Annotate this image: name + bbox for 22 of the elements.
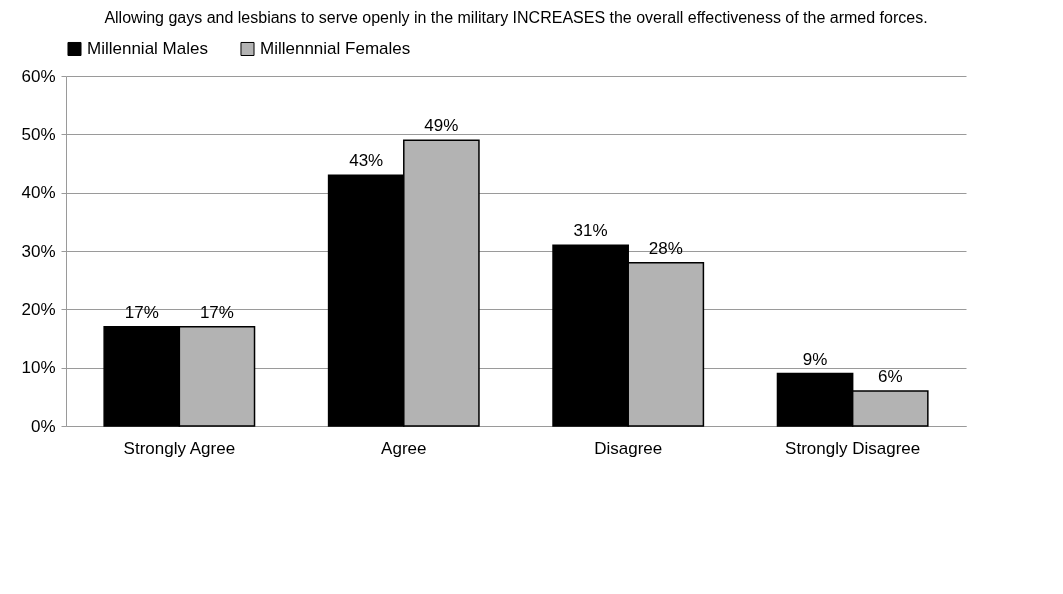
x-tick-label: Strongly Agree <box>123 438 236 458</box>
x-tick-label: Strongly Disagree <box>785 438 921 458</box>
data-label: 17% <box>124 302 159 322</box>
chart-title: Allowing gays and lesbians to serve openly in the military INCREASES the overall effectiveness of the armed forces. <box>104 9 928 26</box>
y-tick-label: 60% <box>21 66 56 86</box>
x-tick-label: Agree <box>381 438 427 458</box>
y-tick-label: 30% <box>21 241 56 261</box>
data-label: 9% <box>802 349 828 369</box>
y-tick-label: 50% <box>21 124 56 144</box>
data-label: 43% <box>349 151 384 171</box>
data-label: 17% <box>199 302 234 322</box>
y-tick-label: 10% <box>21 358 56 378</box>
y-tick-label: 0% <box>30 416 56 436</box>
data-label: 28% <box>648 238 683 258</box>
y-tick-label: 20% <box>21 299 56 319</box>
x-tick-label: Disagree <box>594 438 663 458</box>
legend-label: Millennial Males <box>87 38 208 58</box>
data-label: 31% <box>573 221 608 241</box>
data-label: 49% <box>424 116 459 136</box>
legend-label: Millennnial Females <box>260 38 411 58</box>
y-tick-label: 40% <box>21 183 56 203</box>
data-label: 6% <box>877 367 903 386</box>
